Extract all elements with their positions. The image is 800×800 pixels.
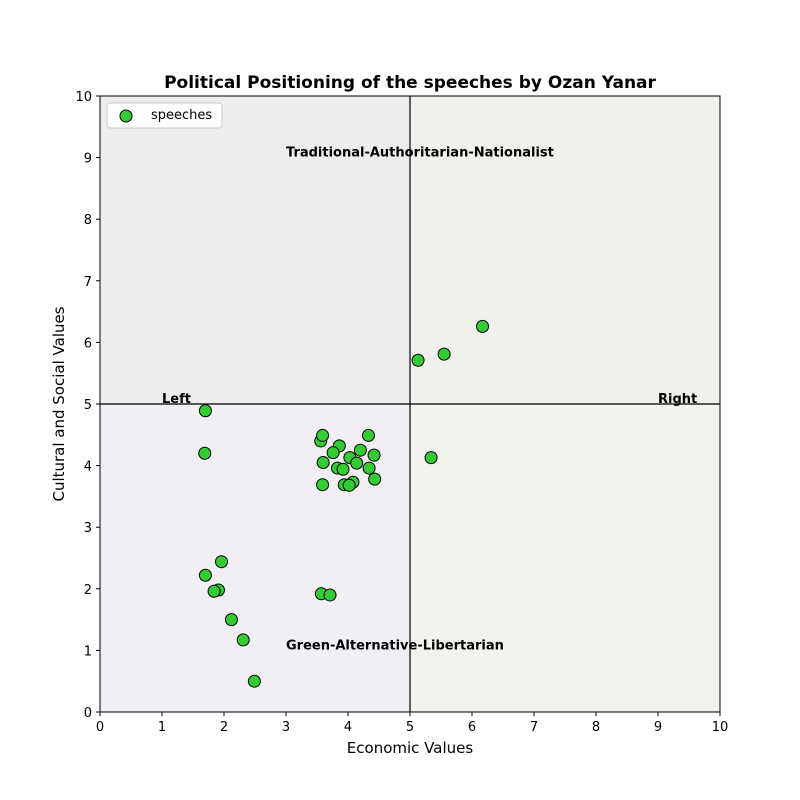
- data-point-14: [362, 461, 376, 475]
- data-point-0: [198, 404, 212, 418]
- data-point-25: [198, 568, 212, 582]
- chart-title: Political Positioning of the speeches by…: [164, 73, 656, 93]
- y-tick-label: 3: [84, 521, 92, 536]
- x-tick-label: 10: [712, 720, 729, 735]
- y-tick-label: 2: [84, 583, 92, 598]
- data-point-23: [476, 319, 490, 333]
- data-point-7: [353, 443, 367, 457]
- data-point-32: [323, 588, 337, 602]
- data-point-3: [316, 428, 330, 442]
- annotation-2: Left: [162, 392, 191, 407]
- quadrant-annotations: Traditional-Authoritarian-Nationalist Gre…: [162, 146, 697, 654]
- y-tick-label: 6: [84, 336, 92, 351]
- x-tick-label: 0: [96, 720, 104, 735]
- data-point-22: [437, 347, 451, 361]
- data-point-27: [207, 584, 221, 598]
- y-tick-label: 7: [84, 275, 92, 290]
- x-tick-label: 8: [592, 720, 600, 735]
- quadrant-dividers: [100, 96, 720, 712]
- data-point-5: [361, 428, 375, 442]
- data-point-18: [342, 478, 356, 492]
- quadrant-top-right: [410, 96, 720, 404]
- data-point-20: [424, 451, 438, 465]
- x-tick-label: 2: [220, 720, 228, 735]
- x-tick-label: 1: [158, 720, 166, 735]
- y-tick-label: 0: [84, 706, 92, 721]
- x-axis-ticks: 0 1 2 3 4 5 6 7 8 9 10: [96, 712, 728, 735]
- data-point-8: [367, 448, 381, 462]
- y-axis-label: Cultural and Social Values: [50, 306, 68, 501]
- x-tick-label: 3: [282, 720, 290, 735]
- y-tick-label: 8: [84, 213, 92, 228]
- data-point-11: [350, 456, 364, 470]
- data-point-29: [236, 633, 250, 647]
- quadrant-bottom-right: [410, 404, 720, 712]
- legend-box: [106, 102, 223, 129]
- y-tick-label: 5: [84, 398, 92, 413]
- legend: speeches: [106, 102, 223, 129]
- data-point-24: [215, 555, 229, 569]
- y-tick-label: 9: [84, 152, 92, 167]
- data-point-19: [316, 478, 330, 492]
- x-tick-label: 4: [344, 720, 352, 735]
- data-point-30: [247, 674, 261, 688]
- annotation-1: Green-Alternative-Libertarian: [286, 638, 504, 653]
- x-tick-label: 9: [654, 720, 662, 735]
- annotation-3: Right: [658, 392, 697, 407]
- x-tick-label: 6: [468, 720, 476, 735]
- y-axis-ticks: 0 1 2 3 4 5 6 7 8 9 10: [75, 90, 100, 721]
- y-tick-label: 4: [84, 460, 92, 475]
- x-axis-label: Economic Values: [347, 739, 474, 757]
- data-point-28: [224, 613, 238, 627]
- data-point-6: [326, 446, 340, 460]
- data-point-10: [316, 456, 330, 470]
- legend-label: speeches: [151, 108, 212, 123]
- annotation-0: Traditional-Authoritarian-Nationalist: [286, 146, 554, 161]
- data-point-1: [198, 446, 212, 460]
- data-point-15: [368, 472, 382, 486]
- x-tick-label: 5: [406, 720, 414, 735]
- x-tick-label: 7: [530, 720, 538, 735]
- data-points: [198, 319, 490, 688]
- data-point-13: [336, 462, 350, 476]
- quadrant-backgrounds: [100, 96, 720, 712]
- quadrant-top-left: [100, 96, 410, 404]
- y-tick-label: 1: [84, 644, 92, 659]
- legend-marker: [119, 109, 133, 123]
- data-point-21: [411, 353, 425, 367]
- y-tick-label: 10: [75, 90, 92, 105]
